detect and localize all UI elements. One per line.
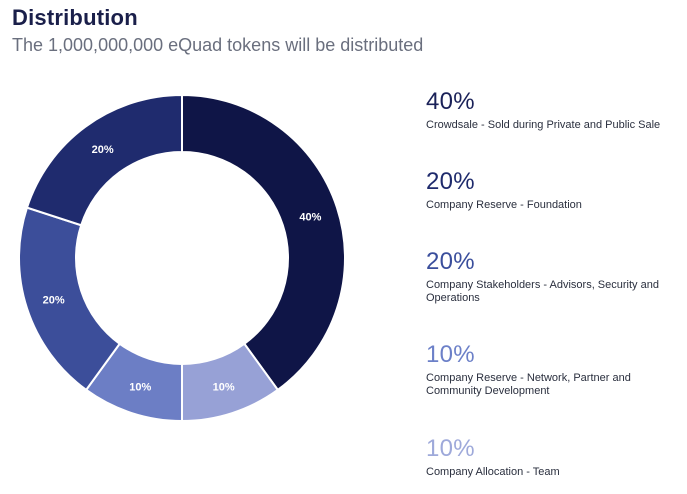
- legend-value: 20%: [426, 248, 475, 275]
- legend-label: Company Reserve - Foundation: [426, 199, 582, 211]
- legend-value: 10%: [426, 435, 475, 462]
- slice-label-company-allocation-team: 10%: [213, 381, 235, 393]
- legend-item-company-reserve-foundation: 20% Company Reserve - Foundation: [426, 168, 681, 212]
- donut-slice-company-stakeholders: [18, 206, 122, 392]
- legend-label: Company Reserve - Network, Partner and C…: [426, 372, 631, 397]
- slice-label-crowdsale: 40%: [299, 211, 321, 223]
- legend-value: 40%: [426, 88, 475, 115]
- slice-label-company-reserve-foundation: 20%: [92, 144, 114, 156]
- legend-item-company-reserve-network: 10% Company Reserve - Network, Partner a…: [426, 341, 681, 398]
- legend-label: Crowdsale - Sold during Private and Publ…: [426, 119, 661, 131]
- page-title: Distribution: [12, 5, 138, 30]
- donut-slice-company-reserve-foundation: [25, 93, 183, 227]
- legend-item-company-allocation-team: 10% Company Allocation - Team: [426, 435, 681, 479]
- slice-label-company-stakeholders: 20%: [43, 295, 65, 307]
- legend-value: 20%: [426, 168, 475, 195]
- donut-slice-crowdsale: [181, 93, 346, 392]
- legend-item-crowdsale: 40% Crowdsale - Sold during Private and …: [426, 88, 681, 132]
- legend-value: 10%: [426, 341, 475, 368]
- page-subtitle: The 1,000,000,000 eQuad tokens will be d…: [12, 35, 424, 55]
- legend-label: Company Stakeholders - Advisors, Securit…: [426, 279, 659, 304]
- slice-label-company-reserve-network: 10%: [129, 381, 151, 393]
- legend-item-company-stakeholders: 20% Company Stakeholders - Advisors, Sec…: [426, 248, 681, 305]
- legend-label: Company Allocation - Team: [426, 466, 560, 478]
